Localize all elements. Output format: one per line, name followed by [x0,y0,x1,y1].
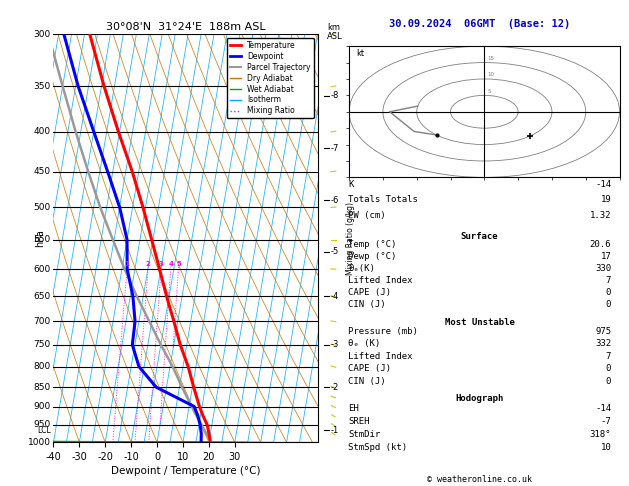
Text: 3: 3 [159,261,164,267]
X-axis label: Dewpoint / Temperature (°C): Dewpoint / Temperature (°C) [111,466,260,476]
Text: km: km [327,22,340,32]
Text: 30.09.2024  06GMT  (Base: 12): 30.09.2024 06GMT (Base: 12) [389,19,571,29]
Text: StmSpd (kt): StmSpd (kt) [348,443,407,452]
Text: Surface: Surface [461,232,498,241]
Text: 19: 19 [601,195,611,204]
Text: 950: 950 [33,420,51,429]
Text: 330: 330 [595,264,611,273]
Text: 0: 0 [606,377,611,386]
Text: 800: 800 [33,362,51,371]
Text: 10: 10 [487,72,495,77]
Legend: Temperature, Dewpoint, Parcel Trajectory, Dry Adiabat, Wet Adiabat, Isotherm, Mi: Temperature, Dewpoint, Parcel Trajectory… [226,38,314,119]
Text: CIN (J): CIN (J) [348,300,386,310]
Text: 1: 1 [125,261,130,267]
Text: CAPE (J): CAPE (J) [348,288,391,297]
Text: Lifted Index: Lifted Index [348,352,413,361]
Text: θₑ (K): θₑ (K) [348,339,381,348]
Text: -14: -14 [595,180,611,189]
Text: -1: -1 [330,426,338,434]
Text: 400: 400 [34,127,51,136]
Text: -6: -6 [330,196,338,205]
Text: -7: -7 [330,143,338,153]
Text: -7: -7 [601,417,611,426]
Text: -8: -8 [330,91,338,100]
Text: 10: 10 [601,443,611,452]
Text: 5: 5 [487,89,491,94]
Text: 600: 600 [33,264,51,274]
Text: 7: 7 [606,352,611,361]
Text: kt: kt [356,49,364,58]
Text: 332: 332 [595,339,611,348]
Text: Most Unstable: Most Unstable [445,318,515,327]
Text: 5: 5 [176,261,181,267]
Text: 550: 550 [33,235,51,244]
Text: SREH: SREH [348,417,370,426]
Text: 4: 4 [168,261,173,267]
Text: CAPE (J): CAPE (J) [348,364,391,373]
Text: 318°: 318° [589,430,611,439]
Text: 700: 700 [33,317,51,326]
Text: EH: EH [348,404,359,413]
Text: Temp (°C): Temp (°C) [348,240,396,249]
Text: 17: 17 [601,252,611,261]
Text: 1.32: 1.32 [589,210,611,220]
Text: 650: 650 [33,292,51,301]
Text: 0: 0 [606,300,611,310]
Text: ASL: ASL [327,32,343,41]
Text: θₑ(K): θₑ(K) [348,264,375,273]
Text: 0: 0 [606,288,611,297]
Text: 2: 2 [146,261,150,267]
Text: 500: 500 [33,203,51,212]
Text: -2: -2 [330,382,338,392]
Text: -3: -3 [330,340,338,349]
Text: StmDir: StmDir [348,430,381,439]
Text: -14: -14 [595,404,611,413]
Text: 850: 850 [33,382,51,392]
Text: Hodograph: Hodograph [455,394,504,403]
Text: LCL: LCL [37,426,51,435]
Text: PW (cm): PW (cm) [348,210,386,220]
Text: 300: 300 [33,30,51,38]
Text: -4: -4 [330,292,338,301]
Text: Dewp (°C): Dewp (°C) [348,252,396,261]
Text: Pressure (mb): Pressure (mb) [348,327,418,335]
Text: -5: -5 [330,247,338,256]
Text: 975: 975 [595,327,611,335]
Text: 0: 0 [606,364,611,373]
Text: 900: 900 [33,402,51,411]
Text: 20.6: 20.6 [589,240,611,249]
Text: CIN (J): CIN (J) [348,377,386,386]
Text: Totals Totals: Totals Totals [348,195,418,204]
Text: 750: 750 [33,340,51,349]
Text: 7: 7 [606,276,611,285]
Text: 450: 450 [34,167,51,176]
Text: hPa: hPa [35,229,45,247]
Text: K: K [348,180,353,189]
Text: Lifted Index: Lifted Index [348,276,413,285]
Text: © weatheronline.co.uk: © weatheronline.co.uk [427,474,532,484]
Text: 15: 15 [487,56,495,61]
Text: Mixing Ratio (g/kg): Mixing Ratio (g/kg) [346,202,355,275]
Title: 30°08'N  31°24'E  188m ASL: 30°08'N 31°24'E 188m ASL [106,22,265,32]
Text: 350: 350 [33,82,51,91]
Text: 1000: 1000 [28,438,51,447]
